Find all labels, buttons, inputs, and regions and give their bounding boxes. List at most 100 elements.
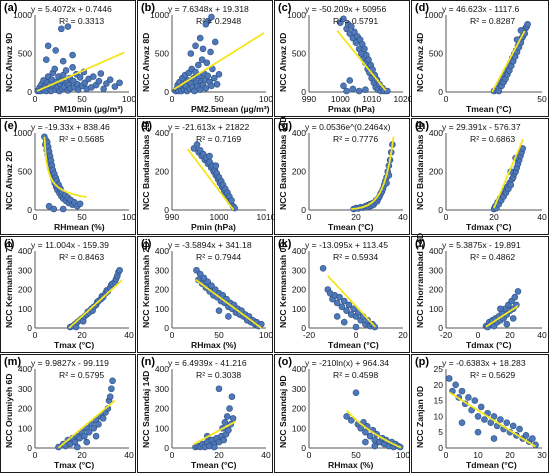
x-tick-label: 50: [214, 330, 224, 340]
data-point: [50, 205, 58, 213]
x-tick-label: 40: [537, 330, 547, 340]
data-point: [108, 385, 115, 393]
y-tick-label: 100: [155, 423, 169, 433]
r-squared: R² = 0.3038: [196, 370, 242, 380]
x-axis-label: Tdmean (°C): [328, 340, 379, 350]
data-point: [220, 436, 227, 444]
data-point: [487, 419, 495, 427]
regression-equation: y = 29.391x - 576.37: [442, 122, 521, 132]
trend-line: [43, 136, 87, 198]
data-point: [51, 65, 59, 73]
y-axis-label: NCC Kermanshah 7D: [4, 241, 14, 328]
data-point: [352, 323, 360, 331]
regression-equation: y = 46.623x - 1117.6: [442, 4, 520, 14]
trend-line: [36, 51, 125, 92]
data-point: [95, 421, 102, 428]
data-point: [212, 162, 220, 170]
data-point: [213, 81, 221, 88]
data-point: [90, 424, 98, 432]
x-tick-label: 1010: [257, 212, 274, 222]
x-tick-label: 0: [170, 94, 175, 104]
data-point: [215, 70, 223, 78]
y-tick-label: 500: [429, 49, 443, 59]
panel-label: (m): [4, 356, 22, 368]
data-point: [345, 301, 353, 309]
y-tick-label: 300: [18, 265, 32, 275]
y-tick-label: 25: [434, 364, 444, 374]
x-tick-label: 990: [165, 212, 179, 222]
y-tick-label: 200: [155, 404, 169, 414]
trend-line: [186, 148, 235, 211]
x-tick-label: 0: [354, 330, 359, 340]
y-axis-label: NCC Ahvaz 8D: [141, 32, 151, 92]
panel-label: (p): [415, 356, 430, 368]
panel-label: (c): [278, 2, 292, 14]
regression-equation: y = -21.613x + 21822: [168, 122, 250, 132]
chart-panel-a: 0 50 100 0 500 1000 (a) y = 5.4072x + 0.7446 R² …: [0, 0, 136, 117]
panel-label: (k): [278, 238, 292, 250]
scatter-svg: 990 1000 1010 1020 0 500 1000: [287, 10, 411, 104]
y-tick-label: 0: [438, 323, 443, 333]
x-axis-label: Tmax (°C): [54, 460, 95, 470]
data-point: [458, 419, 466, 427]
data-point: [357, 424, 364, 432]
data-point: [522, 432, 530, 439]
data-point: [516, 425, 523, 433]
y-tick-label: 300: [429, 265, 443, 275]
data-point: [215, 307, 223, 314]
panel-label: (h): [415, 120, 430, 132]
x-tick-label: 100: [259, 94, 273, 104]
data-point: [106, 393, 114, 400]
chart-panel-k: -20 0 20 0 100 200 300 400 (k) y = -13.095x + 113…: [274, 236, 410, 353]
x-axis-label: RHmax (%): [328, 460, 374, 470]
panel-label: (a): [4, 2, 18, 14]
regression-equation: y = -13.095x + 113.45: [305, 240, 388, 250]
data-point: [109, 377, 116, 385]
trend-line: [345, 409, 402, 449]
r-squared: R² = 0.2948: [196, 16, 242, 26]
chart-panel-p: 0 10 20 30 0 5 10 15 20 25 (p) y = -0.6383x + 18.28…: [411, 354, 549, 473]
data-point: [111, 83, 119, 90]
trend-line: [448, 391, 537, 448]
x-tick-label: 40: [261, 450, 271, 460]
chart-panel-c: 990 1000 1010 1020 0 500 1000 (c) y = -50.209x +…: [274, 0, 411, 117]
regression-equation: y = 0.0536e^(0.2464x): [305, 122, 391, 132]
x-tick-label: 50: [77, 212, 87, 222]
panel-label: (j): [141, 238, 152, 250]
data-point: [106, 76, 114, 83]
panel-label: (g): [278, 120, 293, 132]
y-tick-label: 1000: [287, 10, 306, 20]
data-point: [202, 84, 210, 92]
regression-equation: y = 6.4939x - 41.216: [168, 358, 247, 368]
x-tick-label: 0: [170, 330, 175, 340]
data-point: [503, 419, 511, 427]
trend-line: [485, 305, 519, 328]
data-point: [99, 415, 107, 422]
data-point: [319, 265, 327, 272]
y-tick-label: 400: [18, 246, 32, 256]
x-tick-label: 30: [537, 450, 547, 460]
data-point: [89, 73, 97, 80]
data-point: [229, 415, 237, 422]
data-point: [225, 426, 232, 434]
regression-equation: y = 5.3875x - 19.891: [442, 240, 521, 250]
regression-equation: y = 5.4072x + 0.7446: [31, 4, 112, 14]
x-axis-label: RHmax (%): [191, 340, 237, 350]
x-axis-label: Tmean (°C): [191, 460, 237, 470]
y-tick-label: 1000: [13, 10, 32, 20]
x-tick-label: 0: [444, 94, 449, 104]
regression-equation: y = -50.209x + 50956: [305, 4, 387, 14]
scatter-svg: 0 50 100 0 100 200 300 400: [155, 246, 274, 340]
data-point: [204, 72, 212, 80]
y-tick-label: 200: [155, 167, 169, 177]
data-point: [81, 432, 88, 440]
trend-line: [68, 279, 123, 329]
y-tick-label: 400: [155, 246, 169, 256]
chart-panel-d: 0 50 0 500 1000 (d) y = 46.623x - 1117.6 R² = 0…: [411, 0, 549, 117]
x-tick-label: 0: [170, 450, 175, 460]
x-tick-label: 0: [33, 450, 38, 460]
y-tick-label: 100: [292, 304, 306, 314]
